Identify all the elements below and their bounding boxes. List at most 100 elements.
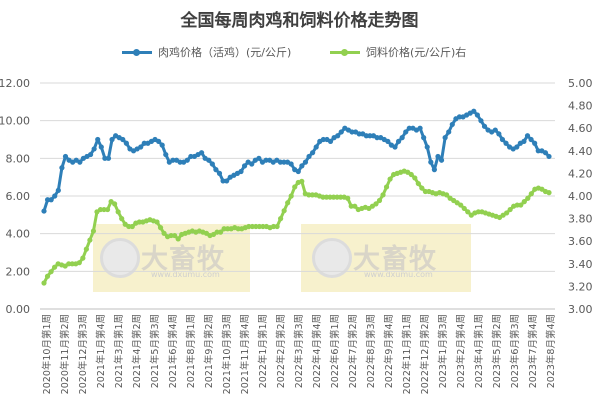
x-axis-tick-label: 2023年8月第4周	[545, 314, 557, 388]
data-point	[403, 129, 409, 135]
legend-label-feed-price: 饲料价格(元/公斤)右	[366, 46, 467, 59]
right-axis-tick-label: 4.00	[568, 190, 593, 203]
data-point	[59, 165, 65, 171]
data-point	[104, 206, 111, 213]
data-point	[504, 210, 510, 216]
data-point	[224, 178, 230, 184]
data-point	[352, 203, 358, 209]
data-point	[288, 161, 294, 167]
data-point	[496, 131, 502, 137]
right-axis-tick-label: 3.20	[568, 280, 593, 293]
data-point	[285, 200, 291, 206]
data-point	[281, 159, 287, 165]
data-point	[198, 150, 205, 156]
data-point	[263, 157, 269, 163]
data-point	[83, 246, 89, 252]
data-point	[406, 125, 412, 131]
data-point	[184, 157, 190, 163]
left-axis-tick-label: 12.00	[0, 77, 30, 90]
x-axis-tick-label: 2023年2月第4周	[455, 314, 467, 388]
data-point	[295, 168, 301, 175]
data-point	[217, 229, 224, 235]
data-point	[115, 209, 121, 215]
watermark-url-right: www.dxumu.com	[364, 270, 433, 279]
left-axis-tick-label: 2.00	[6, 265, 31, 278]
data-point	[478, 118, 484, 124]
right-axis-tick-label: 3.40	[568, 258, 593, 271]
right-axis-tick-label: 4.80	[568, 100, 593, 113]
x-axis-tick-label: 2023年4月第1周	[473, 314, 485, 388]
data-point	[546, 190, 552, 196]
x-axis-tick-label: 2022年6月第1周	[329, 314, 341, 388]
data-point	[503, 140, 509, 146]
x-axis-tick-label: 2021年11月第4周	[239, 314, 251, 394]
data-point	[138, 144, 144, 150]
data-point	[292, 184, 298, 190]
data-point	[395, 138, 402, 144]
x-axis-tick-label: 2022年2月第2周	[275, 314, 287, 388]
data-point	[91, 146, 97, 152]
data-point	[87, 237, 93, 243]
data-point	[41, 208, 47, 214]
data-point	[161, 230, 167, 236]
legend-marker-green	[341, 49, 348, 56]
legend-item-chicken-price: 肉鸡价格（活鸡）(元/公斤)	[122, 44, 322, 64]
x-axis-tick-label: 2022年3月第3周	[293, 314, 305, 388]
x-axis-tick-label: 2022年8月第3周	[365, 314, 377, 388]
data-point	[123, 140, 129, 146]
data-point	[302, 159, 309, 165]
data-point	[156, 138, 162, 144]
data-point	[175, 236, 181, 242]
data-point	[546, 153, 552, 160]
data-point	[102, 155, 108, 161]
data-point	[525, 195, 531, 201]
data-point	[419, 185, 425, 191]
data-point	[119, 216, 125, 222]
data-point	[55, 187, 61, 193]
data-point	[349, 129, 355, 135]
right-axis-tick-label: 4.60	[568, 122, 593, 135]
data-point	[367, 133, 373, 139]
watermark-brand-right: 大畜牧	[353, 244, 437, 275]
x-axis-tick-label: 2021年1月第4周	[95, 314, 107, 388]
x-axis-tick-label: 2021年6月第4周	[167, 314, 179, 388]
data-point	[281, 208, 287, 214]
data-point	[383, 184, 390, 190]
data-point	[449, 121, 455, 128]
x-axis-tick-label: 2021年9月第2周	[203, 314, 215, 388]
data-point	[363, 133, 369, 139]
data-point	[209, 161, 215, 167]
left-axis-tick-label: 0.00	[6, 303, 31, 316]
data-point	[528, 191, 534, 197]
data-point	[51, 264, 58, 270]
data-point	[461, 205, 467, 212]
data-point	[438, 157, 445, 163]
data-point	[385, 138, 391, 144]
data-point	[310, 150, 316, 156]
data-point	[446, 129, 452, 135]
data-point	[241, 163, 248, 169]
data-point	[424, 144, 430, 150]
data-point	[62, 153, 69, 160]
data-point	[44, 197, 51, 203]
data-point	[80, 255, 86, 261]
data-point	[77, 159, 83, 165]
data-point	[154, 219, 160, 225]
x-axis-tick-label: 2021年8月第1周	[185, 314, 197, 388]
data-point	[528, 136, 534, 143]
data-point	[481, 123, 488, 129]
x-axis-tick-label: 2022年12月第2周	[419, 314, 431, 394]
data-point	[521, 138, 527, 144]
chart-title: 全国每周肉鸡和饲料价格走势图	[180, 11, 419, 31]
data-point	[206, 157, 212, 163]
data-point	[535, 148, 541, 154]
data-point	[465, 209, 471, 215]
data-point	[52, 193, 58, 199]
data-point	[518, 202, 524, 208]
data-point	[216, 170, 223, 176]
x-axis-tick-label: 2020年12月第3周	[77, 314, 89, 394]
data-point	[177, 159, 183, 165]
x-axis-tick-label: 2022年9月第4周	[383, 314, 395, 388]
data-point	[421, 135, 427, 141]
